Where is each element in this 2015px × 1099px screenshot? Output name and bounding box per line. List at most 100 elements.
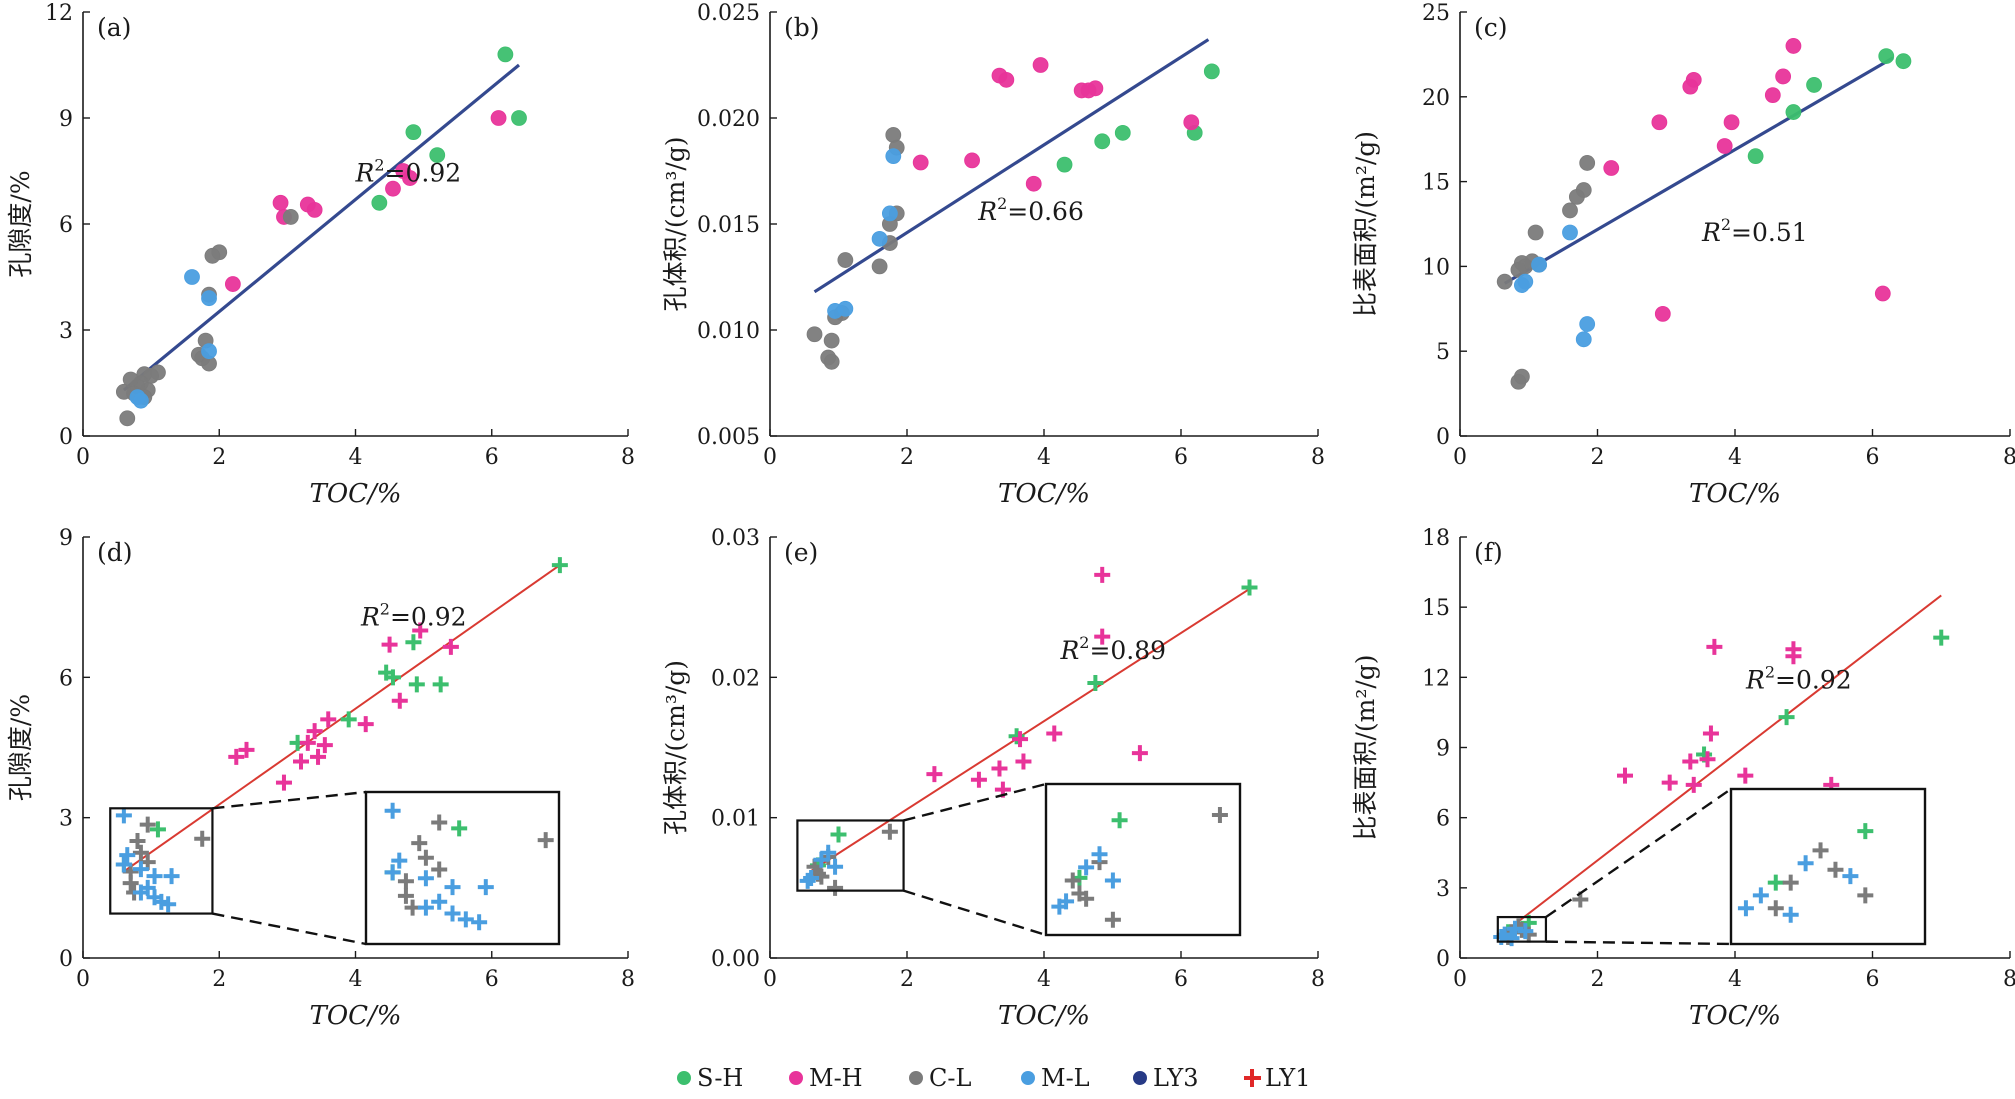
data-point-m-h — [228, 748, 245, 765]
data-point-s-h — [371, 194, 388, 211]
zoom-source-box — [109, 807, 214, 915]
x-tick-label: 8 — [2003, 967, 2015, 992]
data-point-s-h — [830, 826, 847, 843]
data-point-s-h — [429, 147, 446, 164]
zoom-inset-box — [1044, 782, 1242, 937]
data-point-c-l — [129, 833, 146, 850]
chart-panel-c: 0 2 4 6 8 0 5 10 15 20 25 TOC/% 比表面积/(m²/g) (c) R2=0.5… — [1351, 1, 2015, 509]
inset-point-m-l — [477, 879, 494, 896]
data-point-m-h — [1046, 725, 1063, 742]
data-point-m-h — [998, 71, 1015, 88]
data-point-s-h — [149, 821, 166, 838]
x-tick-label: 6 — [1174, 967, 1188, 992]
inset-point-s-h — [1111, 812, 1128, 829]
inset-point-c-l — [1104, 911, 1121, 928]
data-point-s-h — [1778, 709, 1795, 726]
data-point-m-l — [201, 343, 217, 360]
data-point-m-h — [306, 201, 323, 218]
data-point-m-l — [1517, 923, 1534, 940]
data-point-s-h — [1094, 133, 1111, 150]
legend-item-ly3: LY3 — [1133, 1064, 1199, 1092]
x-tick-label: 2 — [212, 445, 226, 470]
x-tick-label: 4 — [349, 445, 363, 470]
data-point-m-h — [1874, 285, 1891, 302]
data-point-s-h — [405, 124, 422, 141]
data-point-c-l — [139, 816, 156, 833]
legend-item-m-h: M-H — [789, 1064, 863, 1092]
x-tick-label: 2 — [900, 445, 914, 470]
data-point-m-l — [119, 847, 136, 864]
inset-point-m-l — [431, 893, 448, 910]
regression-line — [1500, 594, 1942, 936]
data-point-m-l — [115, 856, 132, 873]
regression-line — [813, 38, 1210, 294]
data-point-c-l — [194, 830, 211, 847]
data-point-s-h — [1241, 579, 1258, 596]
y-tick-label: 9 — [59, 107, 73, 132]
x-tick-label: 4 — [1728, 445, 1742, 470]
zoom-connector-line — [212, 790, 367, 810]
r2-annotation: R2=0.92 — [1745, 663, 1852, 695]
y-tick-label: 25 — [1422, 1, 1450, 26]
data-point-m-h — [272, 194, 289, 211]
data-point-m-h — [238, 741, 255, 758]
data-point-m-h — [442, 638, 459, 655]
x-tick-label: 0 — [1453, 445, 1467, 470]
y-tick-label: 15 — [1422, 171, 1450, 196]
legend-marker-icon — [789, 1071, 803, 1085]
inset-point-c-l — [1767, 900, 1784, 917]
data-point-m-h — [1699, 751, 1716, 768]
data-point-m-l — [799, 872, 816, 889]
data-point-c-l — [282, 209, 299, 225]
data-point-m-l — [146, 868, 163, 885]
y-tick-label: 5 — [1436, 340, 1450, 365]
zoom-inset-box — [1729, 787, 1927, 946]
legend-item-m-l: M-L — [1021, 1064, 1090, 1092]
data-point-c-l — [1496, 273, 1513, 290]
x-axis-title: TOC/% — [998, 479, 1090, 509]
y-tick-label: 10 — [1422, 255, 1450, 280]
regression-line — [122, 63, 521, 392]
chart-panel-e: 0 2 4 6 8 0.00 0.01 0.02 0.03 TOC/% 孔体积/(cm³/g) (e)… — [661, 526, 1325, 1031]
x-tick-label: 2 — [900, 967, 914, 992]
x-tick-label: 8 — [1311, 967, 1325, 992]
data-point-m-h — [1131, 745, 1148, 762]
legend-marker-icon — [1133, 1071, 1147, 1085]
data-point-c-l — [115, 383, 132, 400]
data-point-s-h — [1806, 77, 1822, 93]
data-point-m-h — [1702, 725, 1719, 742]
y-axis-title: 比表面积/(m²/g) — [1351, 654, 1380, 840]
data-point-s-h — [1114, 124, 1131, 141]
data-point-c-l — [827, 879, 844, 896]
legend-marker-icon — [677, 1071, 691, 1085]
data-point-s-h — [405, 634, 422, 651]
y-tick-label: 9 — [1436, 737, 1450, 762]
inset-point-c-l — [1782, 874, 1799, 891]
inset-point-c-l — [397, 873, 414, 890]
y-tick-label: 15 — [1422, 596, 1450, 621]
data-point-m-l — [160, 896, 177, 913]
x-tick-label: 0 — [76, 967, 90, 992]
legend-label: LY1 — [1265, 1064, 1311, 1092]
data-point-m-h — [275, 774, 292, 791]
regression-line — [810, 588, 1251, 872]
y-tick-label: 20 — [1422, 86, 1450, 111]
data-point-m-h — [293, 753, 309, 770]
panel-tag: (e) — [784, 538, 818, 567]
inset-point-m-l — [1752, 887, 1769, 904]
x-tick-label: 0 — [1453, 967, 1467, 992]
data-point-m-h — [1080, 82, 1097, 99]
data-point-m-h — [1617, 767, 1633, 784]
data-point-m-l — [184, 269, 200, 285]
data-point-m-h — [391, 692, 408, 709]
data-point-m-l — [871, 230, 888, 247]
legend-label: M-H — [809, 1064, 863, 1092]
zoom-connector-line — [1545, 940, 1732, 946]
y-tick-label: 0 — [59, 425, 73, 450]
x-tick-label: 4 — [1728, 967, 1742, 992]
x-axis-title: TOC/% — [1689, 1001, 1781, 1031]
data-point-m-h — [912, 154, 929, 171]
data-point-m-h — [320, 711, 337, 728]
r2-annotation: R2=0.92 — [355, 156, 462, 188]
